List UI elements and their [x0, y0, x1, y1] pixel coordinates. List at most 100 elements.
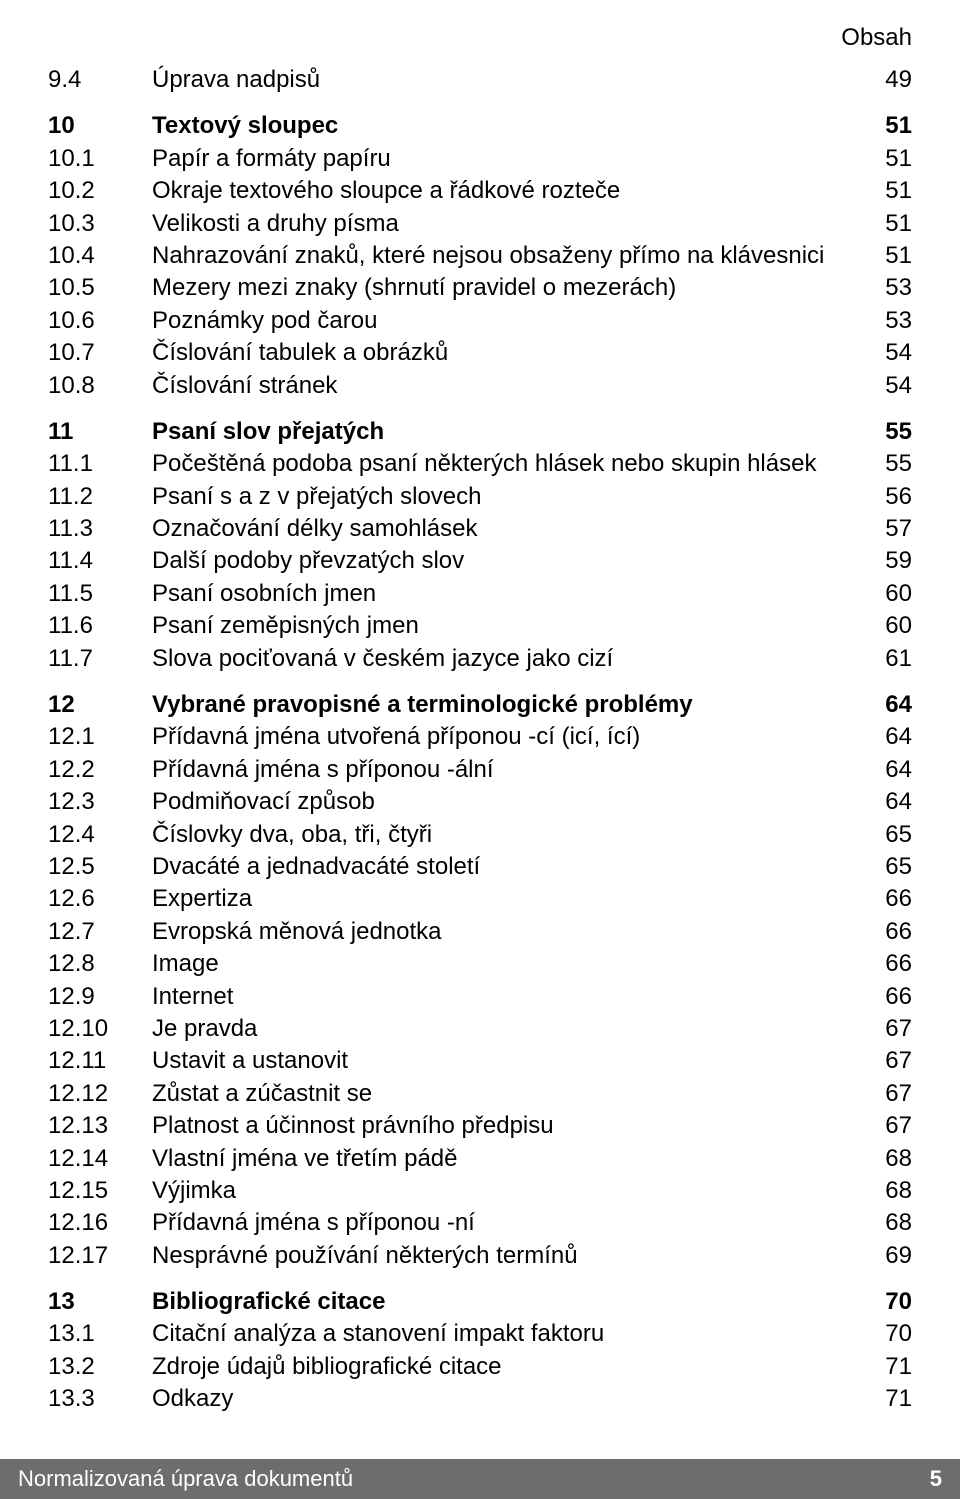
page: Obsah 9.4Úprava nadpisů49 10Textový sloup… [0, 0, 960, 1499]
group-gap [48, 402, 912, 416]
toc-number: 11.7 [48, 643, 152, 675]
toc-title: Počeštěná podoba psaní některých hlásek … [152, 448, 856, 480]
toc-number: 10.4 [48, 240, 152, 272]
footer-page-number: 5 [930, 1466, 942, 1492]
toc-page: 64 [856, 754, 912, 786]
toc-title: Číslování tabulek a obrázků [152, 337, 856, 369]
toc-number: 12.16 [48, 1207, 152, 1239]
toc-number: 12.3 [48, 786, 152, 818]
toc-page: 67 [856, 1078, 912, 1110]
toc-row: 12.17Nesprávné používání některých termí… [48, 1240, 912, 1272]
toc-row: 12.2Přídavná jména s příponou -ální64 [48, 754, 912, 786]
toc-row: 9.4Úprava nadpisů49 [48, 64, 912, 96]
toc-title: Psaní slov přejatých [152, 416, 856, 448]
toc-number: 11.3 [48, 513, 152, 545]
toc-row: 13.1Citační analýza a stanovení impakt f… [48, 1318, 912, 1350]
toc-page: 57 [856, 513, 912, 545]
toc-page: 65 [856, 851, 912, 883]
toc-title: Přídavná jména s příponou -ní [152, 1207, 856, 1239]
toc-title: Přídavná jména s příponou -ální [152, 754, 856, 786]
toc-row: 11.1Počeštěná podoba psaní některých hlá… [48, 448, 912, 480]
toc-row: 12.6Expertiza66 [48, 883, 912, 915]
toc-page: 65 [856, 819, 912, 851]
toc-row: 10.8Číslování stránek54 [48, 370, 912, 402]
toc-title: Internet [152, 981, 856, 1013]
toc-page: 68 [856, 1143, 912, 1175]
toc-title: Psaní osobních jmen [152, 578, 856, 610]
footer-book-title: Normalizovaná úprava dokumentů [18, 1466, 353, 1492]
toc-number: 12.11 [48, 1045, 152, 1077]
toc-number: 10.7 [48, 337, 152, 369]
toc-row: 12.5Dvacáté a jednadvacáté století65 [48, 851, 912, 883]
toc-page: 61 [856, 643, 912, 675]
toc-number: 13.3 [48, 1383, 152, 1415]
toc-row: 10Textový sloupec51 [48, 110, 912, 142]
toc-row: 12.3Podmiňovací způsob64 [48, 786, 912, 818]
toc-title: Přídavná jména utvořená příponou -cí (ic… [152, 721, 856, 753]
toc-title: Image [152, 948, 856, 980]
toc-number: 11.4 [48, 545, 152, 577]
toc-page: 68 [856, 1175, 912, 1207]
toc-page: 70 [856, 1286, 912, 1318]
toc-number: 13.2 [48, 1351, 152, 1383]
toc-title: Další podoby převzatých slov [152, 545, 856, 577]
toc-number: 10.2 [48, 175, 152, 207]
toc-page: 51 [856, 110, 912, 142]
toc-row: 12.4Číslovky dva, oba, tři, čtyři65 [48, 819, 912, 851]
footer-bar: Normalizovaná úprava dokumentů 5 [0, 1459, 960, 1499]
toc-row: 12.7Evropská měnová jednotka66 [48, 916, 912, 948]
toc-title: Dvacáté a jednadvacáté století [152, 851, 856, 883]
toc-title: Číslování stránek [152, 370, 856, 402]
toc-page: 66 [856, 883, 912, 915]
toc-number: 11.2 [48, 481, 152, 513]
toc-page: 66 [856, 948, 912, 980]
toc-page: 51 [856, 175, 912, 207]
toc-number: 12.13 [48, 1110, 152, 1142]
toc-title: Číslovky dva, oba, tři, čtyři [152, 819, 856, 851]
toc-title: Velikosti a druhy písma [152, 208, 856, 240]
toc-page: 49 [856, 64, 912, 96]
toc-row: 10.4Nahrazování znaků, které nejsou obsa… [48, 240, 912, 272]
toc: 9.4Úprava nadpisů4910Textový sloupec5110… [48, 64, 912, 1416]
toc-title: Je pravda [152, 1013, 856, 1045]
toc-page: 68 [856, 1207, 912, 1239]
toc-title: Psaní s a z v přejatých slovech [152, 481, 856, 513]
toc-title: Evropská měnová jednotka [152, 916, 856, 948]
group-gap [48, 96, 912, 110]
toc-row: 12.8Image66 [48, 948, 912, 980]
toc-title: Papír a formáty papíru [152, 143, 856, 175]
toc-page: 56 [856, 481, 912, 513]
toc-title: Expertiza [152, 883, 856, 915]
toc-page: 64 [856, 721, 912, 753]
group-gap [48, 675, 912, 689]
toc-row: 11.5Psaní osobních jmen60 [48, 578, 912, 610]
header-section-title: Obsah [48, 24, 912, 52]
toc-number: 12.6 [48, 883, 152, 915]
toc-page: 55 [856, 416, 912, 448]
toc-number: 12.7 [48, 916, 152, 948]
toc-row: 10.2Okraje textového sloupce a řádkové r… [48, 175, 912, 207]
toc-title: Podmiňovací způsob [152, 786, 856, 818]
toc-number: 10.5 [48, 272, 152, 304]
toc-number: 12 [48, 689, 152, 721]
toc-row: 10.6Poznámky pod čarou53 [48, 305, 912, 337]
toc-number: 12.14 [48, 1143, 152, 1175]
toc-number: 10.3 [48, 208, 152, 240]
toc-title: Výjimka [152, 1175, 856, 1207]
toc-title: Zdroje údajů bibliografické citace [152, 1351, 856, 1383]
toc-page: 71 [856, 1383, 912, 1415]
toc-page: 51 [856, 208, 912, 240]
toc-title: Označování délky samohlásek [152, 513, 856, 545]
toc-title: Zůstat a zúčastnit se [152, 1078, 856, 1110]
toc-page: 67 [856, 1110, 912, 1142]
toc-number: 10.6 [48, 305, 152, 337]
toc-page: 53 [856, 305, 912, 337]
toc-title: Poznámky pod čarou [152, 305, 856, 337]
toc-number: 10.1 [48, 143, 152, 175]
toc-row: 13.3Odkazy71 [48, 1383, 912, 1415]
toc-number: 11.5 [48, 578, 152, 610]
toc-row: 12.1Přídavná jména utvořená příponou -cí… [48, 721, 912, 753]
toc-title: Citační analýza a stanovení impakt fakto… [152, 1318, 856, 1350]
toc-row: 12.11Ustavit a ustanovit67 [48, 1045, 912, 1077]
toc-page: 53 [856, 272, 912, 304]
